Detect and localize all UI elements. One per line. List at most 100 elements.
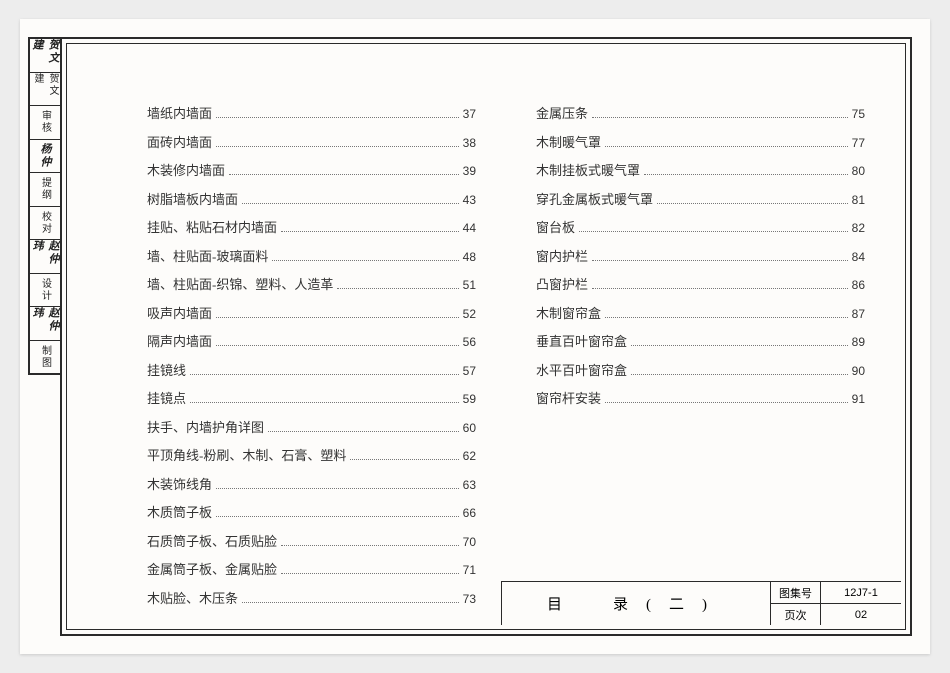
toc-entry-page: 51 [463,276,476,294]
toc-leader-dots [229,174,459,175]
toc-entry: 窗帘杆安装91 [536,389,865,409]
toc-leader-dots [242,203,459,204]
toc-leader-dots [579,231,848,232]
toc-entry-page: 60 [463,419,476,437]
toc-entry: 凸窗护栏 86 [536,275,865,295]
toc-entry-page: 62 [463,447,476,465]
toc-entry: 木质筒子板66 [147,503,476,523]
toc-entry-title: 垂直百叶窗帘盒 [536,332,627,352]
toc-leader-dots [268,431,459,432]
toc-entry: 挂贴、粘贴石材内墙面 44 [147,218,476,238]
toc-entry: 吸声内墙面 52 [147,304,476,324]
toc-entry: 木装修内墙面39 [147,161,476,181]
toc-entry: 木制挂板式暖气罩 80 [536,161,865,181]
toc-leader-dots [281,231,459,232]
toc-entry: 挂镜线57 [147,361,476,381]
label-cell: 贺文建 [30,39,60,73]
toc-entry-page: 44 [463,219,476,237]
toc-entry-page: 80 [852,162,865,180]
toc-leader-dots [644,174,848,175]
toc-entry-title: 窗内护栏 [536,247,588,267]
toc-entry-page: 48 [463,248,476,266]
toc-entry-title: 墙、柱贴面-玻璃面料 [147,247,268,267]
toc-entry-page: 56 [463,333,476,351]
toc-entry-title: 穿孔金属板式暖气罩 [536,190,653,210]
toc-entry-page: 81 [852,191,865,209]
label-cell: 赵仲玮 [30,240,60,274]
toc-entry: 窗内护栏 84 [536,247,865,267]
toc-leader-dots [592,260,848,261]
toc-entry-title: 吸声内墙面 [147,304,212,324]
outer-frame: 墙纸内墙面37面砖内墙面38木装修内墙面39树脂墙板内墙面43挂贴、粘贴石材内墙… [60,37,912,636]
toc-entry-page: 52 [463,305,476,323]
label-cell: 贺文建 [30,73,60,107]
toc-entry-title: 凸窗护栏 [536,275,588,295]
toc-leader-dots [605,317,848,318]
toc-entry-title: 挂镜线 [147,361,186,381]
toc-entry: 扶手、内墙护角详图 60 [147,418,476,438]
toc-entry-title: 平顶角线-粉刷、木制、石膏、塑料 [147,446,346,466]
label-cell: 校对 [30,207,60,241]
toc-leader-dots [337,288,458,289]
toc-entry-title: 墙、柱贴面-织锦、塑料、人造革 [147,275,333,295]
toc-entry-page: 86 [852,276,865,294]
toc-entry-page: 77 [852,134,865,152]
toc-leader-dots [281,545,459,546]
toc-entry-title: 石质筒子板、石质贴脸 [147,532,277,552]
toc-entry: 石质筒子板、石质贴脸70 [147,532,476,552]
toc-entry-page: 63 [463,476,476,494]
toc-leader-dots [605,146,848,147]
toc-leader-dots [216,117,459,118]
toc-entry-title: 金属筒子板、金属贴脸 [147,560,277,580]
toc-entry: 树脂墙板内墙面43 [147,190,476,210]
toc-entry: 木制暖气罩77 [536,133,865,153]
toc-entry: 平顶角线-粉刷、木制、石膏、塑料 62 [147,446,476,466]
toc-entry: 墙、柱贴面-织锦、塑料、人造革 51 [147,275,476,295]
toc-leader-dots [190,374,459,375]
toc-entry-title: 金属压条 [536,104,588,124]
inner-frame: 墙纸内墙面37面砖内墙面38木装修内墙面39树脂墙板内墙面43挂贴、粘贴石材内墙… [66,43,906,630]
sheet-title: 目 录(二) [502,582,771,625]
toc-leader-dots [631,345,848,346]
toc-entry-title: 水平百叶窗帘盒 [536,361,627,381]
toc-entry-title: 挂镜点 [147,389,186,409]
toc-leader-dots [216,345,459,346]
toc-entry-title: 面砖内墙面 [147,133,212,153]
toc-entry-page: 75 [852,105,865,123]
toc-entry-page: 66 [463,504,476,522]
toc-entry-page: 82 [852,219,865,237]
toc-entry-page: 59 [463,390,476,408]
toc-column-left: 墙纸内墙面37面砖内墙面38木装修内墙面39树脂墙板内墙面43挂贴、粘贴石材内墙… [147,104,476,549]
toc-entry: 木贴脸、木压条73 [147,589,476,609]
toc-entry-title: 挂贴、粘贴石材内墙面 [147,218,277,238]
toc-entry-page: 89 [852,333,865,351]
toc-entry: 垂直百叶窗帘盒 89 [536,332,865,352]
toc-leader-dots [272,260,458,261]
page-number-label: 页次 [771,604,821,625]
toc-entry: 隔声内墙面 56 [147,332,476,352]
toc-leader-dots [605,402,848,403]
toc-entry-page: 90 [852,362,865,380]
left-label-strip: 贺文建 贺文建 审核 杨仲 提纲 校对 赵仲玮 设计 赵仲玮 制图 [28,37,60,375]
toc-entry-page: 71 [463,561,476,579]
toc-leader-dots [216,516,459,517]
toc-entry-page: 87 [852,305,865,323]
toc-entry: 木制窗帘盒87 [536,304,865,324]
page-number-value: 02 [821,604,901,625]
toc-entry: 木装饰线角63 [147,475,476,495]
drawing-sheet: 贺文建 贺文建 审核 杨仲 提纲 校对 赵仲玮 设计 赵仲玮 制图 墙纸内墙面3… [20,19,930,654]
toc-leader-dots [592,288,848,289]
toc-leader-dots [281,573,459,574]
label-cell: 制图 [30,341,60,374]
toc-entry-page: 84 [852,248,865,266]
toc-entry-title: 隔声内墙面 [147,332,212,352]
toc-entry-title: 扶手、内墙护角详图 [147,418,264,438]
toc-entry: 墙、柱贴面-玻璃面料 48 [147,247,476,267]
toc-entry-page: 73 [463,590,476,608]
toc-entry-title: 木制挂板式暖气罩 [536,161,640,181]
toc-entry: 墙纸内墙面37 [147,104,476,124]
toc-entry: 窗台板82 [536,218,865,238]
toc-entry: 水平百叶窗帘盒 90 [536,361,865,381]
toc-entry: 金属筒子板、金属贴脸 71 [147,560,476,580]
toc-leader-dots [592,117,848,118]
